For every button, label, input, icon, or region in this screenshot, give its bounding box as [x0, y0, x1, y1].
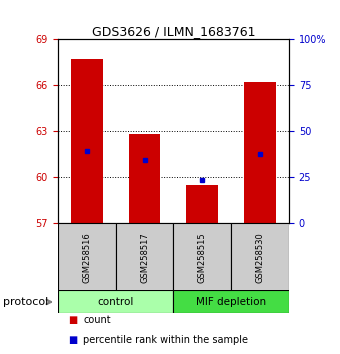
Bar: [173, 290, 289, 313]
Text: ■: ■: [68, 335, 77, 345]
Bar: [116, 223, 173, 292]
Bar: [244, 82, 276, 223]
Text: ■: ■: [68, 315, 77, 325]
Bar: [173, 223, 231, 292]
Text: GSM258517: GSM258517: [140, 232, 149, 283]
Bar: [71, 59, 103, 223]
Text: control: control: [98, 297, 134, 307]
Bar: [58, 290, 173, 313]
Text: GSM258515: GSM258515: [198, 232, 207, 283]
Text: MIF depletion: MIF depletion: [196, 297, 266, 307]
Text: GSM258530: GSM258530: [256, 232, 265, 283]
Bar: [58, 223, 116, 292]
Text: protocol: protocol: [3, 297, 49, 307]
Text: GSM258516: GSM258516: [82, 232, 91, 283]
Title: GDS3626 / ILMN_1683761: GDS3626 / ILMN_1683761: [92, 25, 255, 38]
Bar: [129, 134, 160, 223]
Bar: [186, 185, 218, 223]
Bar: [231, 223, 289, 292]
Text: count: count: [83, 315, 111, 325]
Text: percentile rank within the sample: percentile rank within the sample: [83, 335, 248, 345]
